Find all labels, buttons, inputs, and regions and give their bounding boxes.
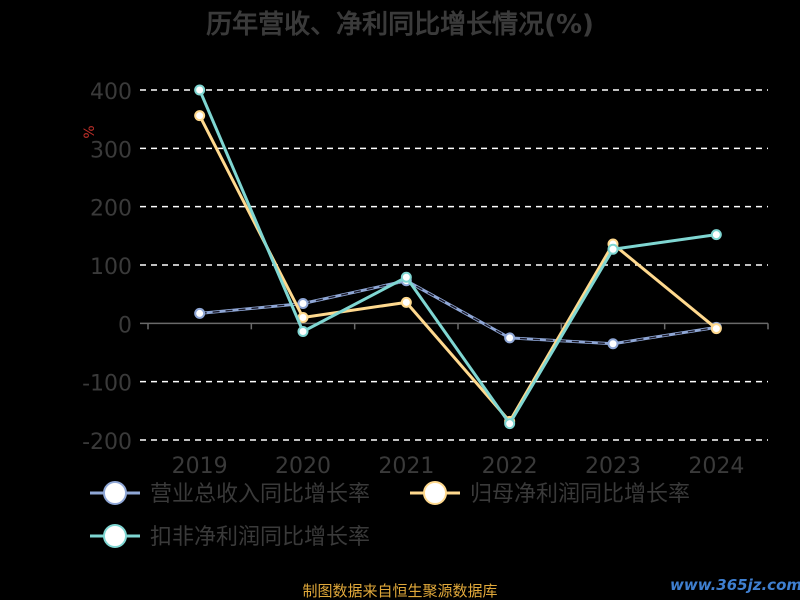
y-tick-label: -100 bbox=[82, 372, 132, 397]
data-point bbox=[504, 418, 516, 430]
data-point bbox=[400, 271, 412, 283]
y-tick-label: 200 bbox=[90, 197, 132, 222]
series-2 bbox=[194, 110, 722, 427]
series-1 bbox=[194, 275, 722, 350]
data-point bbox=[194, 84, 206, 96]
data-point bbox=[607, 243, 619, 255]
x-tick-label: 2020 bbox=[275, 454, 331, 479]
data-point bbox=[194, 110, 206, 122]
x-tick-label: 2023 bbox=[585, 454, 641, 479]
data-point bbox=[607, 338, 619, 350]
y-tick-label: 100 bbox=[90, 255, 132, 280]
data-point bbox=[710, 323, 722, 335]
x-tick-label: 2021 bbox=[378, 454, 434, 479]
data-point bbox=[194, 307, 206, 319]
y-tick-label: 300 bbox=[90, 138, 132, 163]
x-tick-label: 2024 bbox=[688, 454, 744, 479]
axis-layer: 400 300 200 100 0 -100 -200 2019 2020 2021 2022 202… bbox=[82, 80, 769, 479]
data-point bbox=[504, 332, 516, 344]
series-layer bbox=[194, 84, 722, 430]
legend-label: 扣非净利润同比增长率 bbox=[150, 525, 370, 550]
legend-item: 扣非净利润同比增长率 bbox=[90, 524, 370, 550]
x-tick-label: 2022 bbox=[482, 454, 538, 479]
chart-title: 历年营收、净利同比增长情况(%) bbox=[206, 9, 594, 40]
data-point bbox=[297, 298, 309, 309]
series-line bbox=[198, 88, 718, 426]
y-tick-label: -200 bbox=[82, 430, 132, 455]
legend-label: 归母净利润同比增长率 bbox=[470, 482, 690, 507]
data-source-note: 制图数据来自恒生聚源数据库 bbox=[302, 582, 497, 600]
y-tick-label: 0 bbox=[118, 313, 132, 338]
y-tick-label: 400 bbox=[90, 80, 132, 105]
legend-label: 营业总收入同比增长率 bbox=[150, 482, 370, 507]
series-3 bbox=[194, 84, 722, 430]
data-point bbox=[400, 296, 412, 308]
series-line bbox=[198, 114, 718, 423]
data-point bbox=[710, 229, 722, 241]
series-line-dash bbox=[199, 280, 717, 345]
x-tick-label: 2019 bbox=[172, 454, 228, 479]
y-axis-unit-label: % bbox=[82, 125, 98, 138]
legend-item: 归母净利润同比增长率 bbox=[410, 481, 690, 507]
legend-item: 营业总收入同比增长率 bbox=[90, 481, 370, 507]
legend-swatch-marker bbox=[103, 481, 127, 505]
data-point bbox=[297, 326, 309, 337]
legend-swatch-marker bbox=[103, 524, 127, 548]
legend-swatch-marker bbox=[423, 481, 447, 505]
series-line bbox=[198, 279, 718, 346]
watermark: www.365jz.com bbox=[670, 576, 800, 594]
grid-layer bbox=[140, 89, 768, 441]
